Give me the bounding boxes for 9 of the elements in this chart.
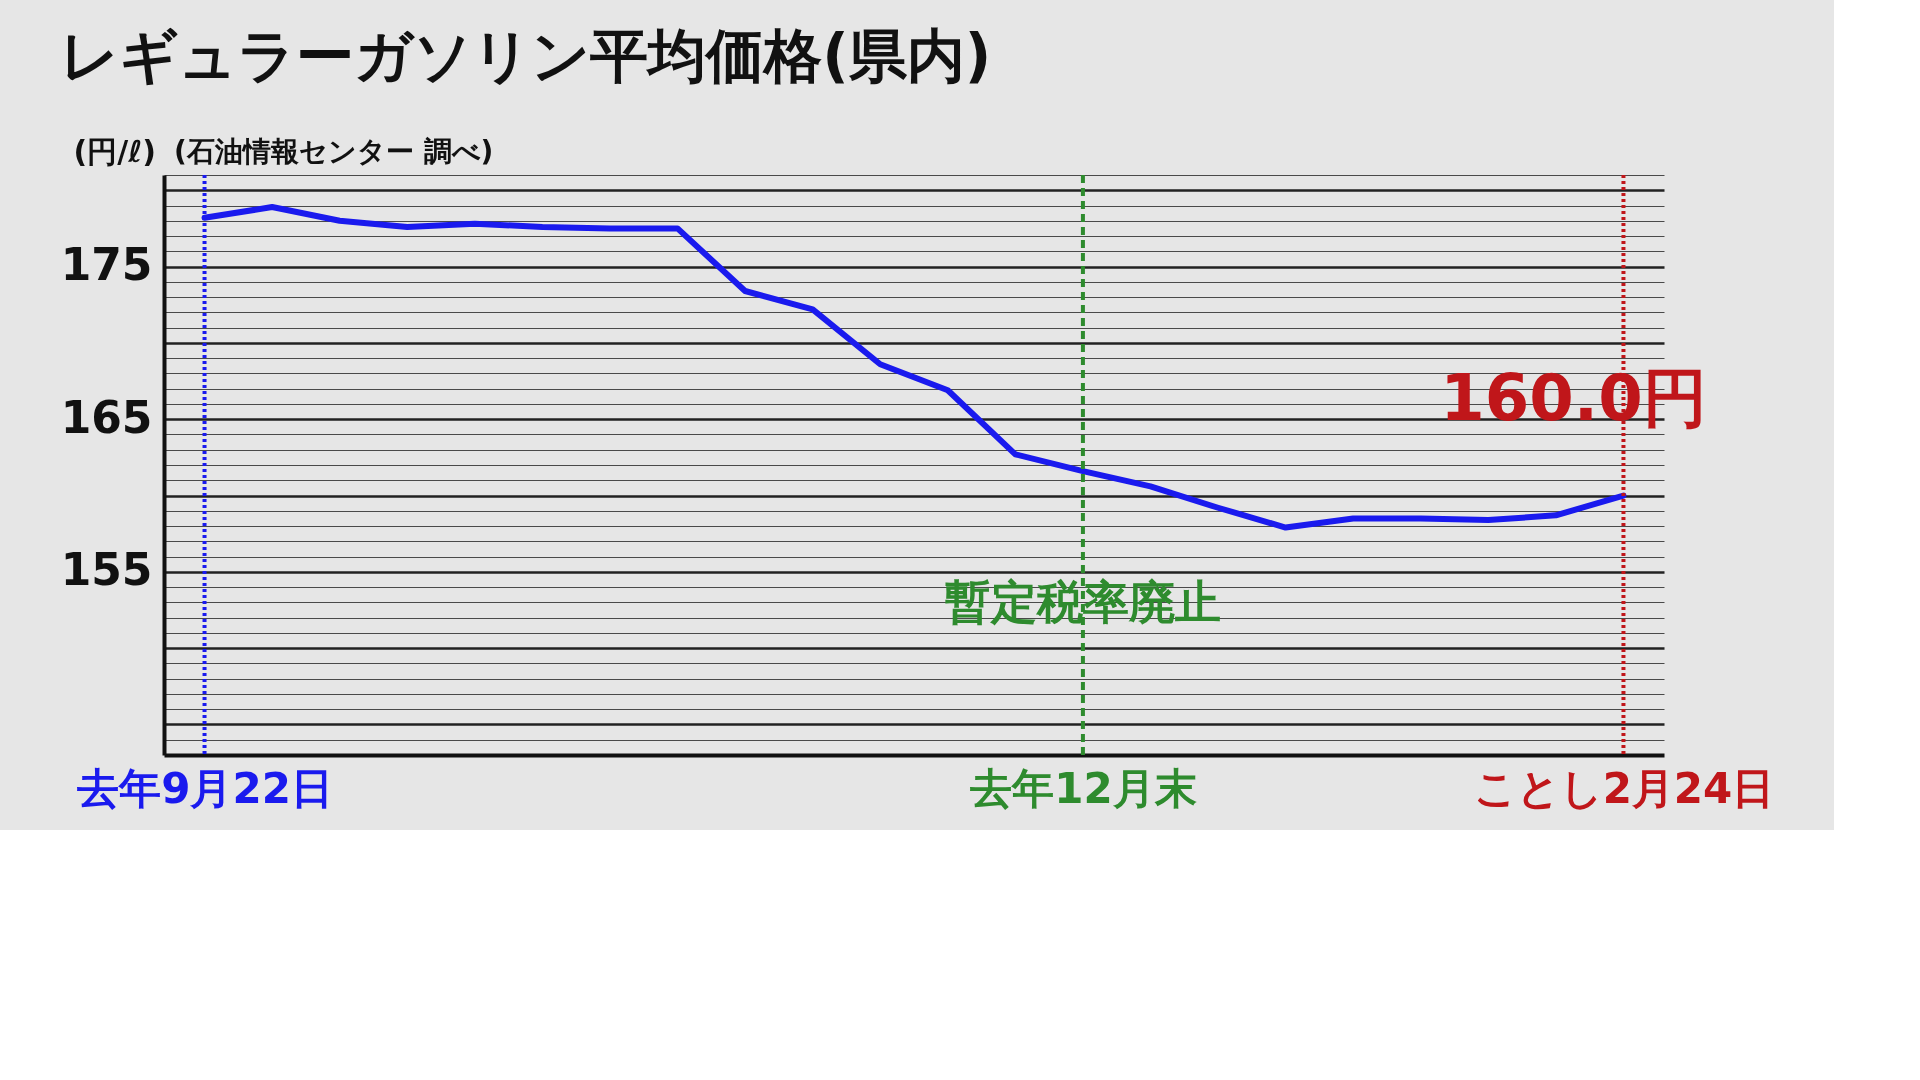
- y-axis-title: (円/ℓ): [73, 134, 156, 169]
- chart-title: レギュラーガソリン平均価格(県内): [60, 22, 992, 90]
- y-tick-label: 165: [60, 391, 153, 443]
- chart-subtitle: (石油情報センター 調べ): [174, 135, 494, 168]
- x-tick-label: ことし2月24日: [1473, 763, 1775, 813]
- y-tick-label: 155: [60, 544, 153, 596]
- x-tick-label: 去年9月22日: [76, 763, 333, 813]
- x-tick-label: 去年12月末: [969, 763, 1197, 813]
- y-tick-label: 175: [60, 239, 153, 291]
